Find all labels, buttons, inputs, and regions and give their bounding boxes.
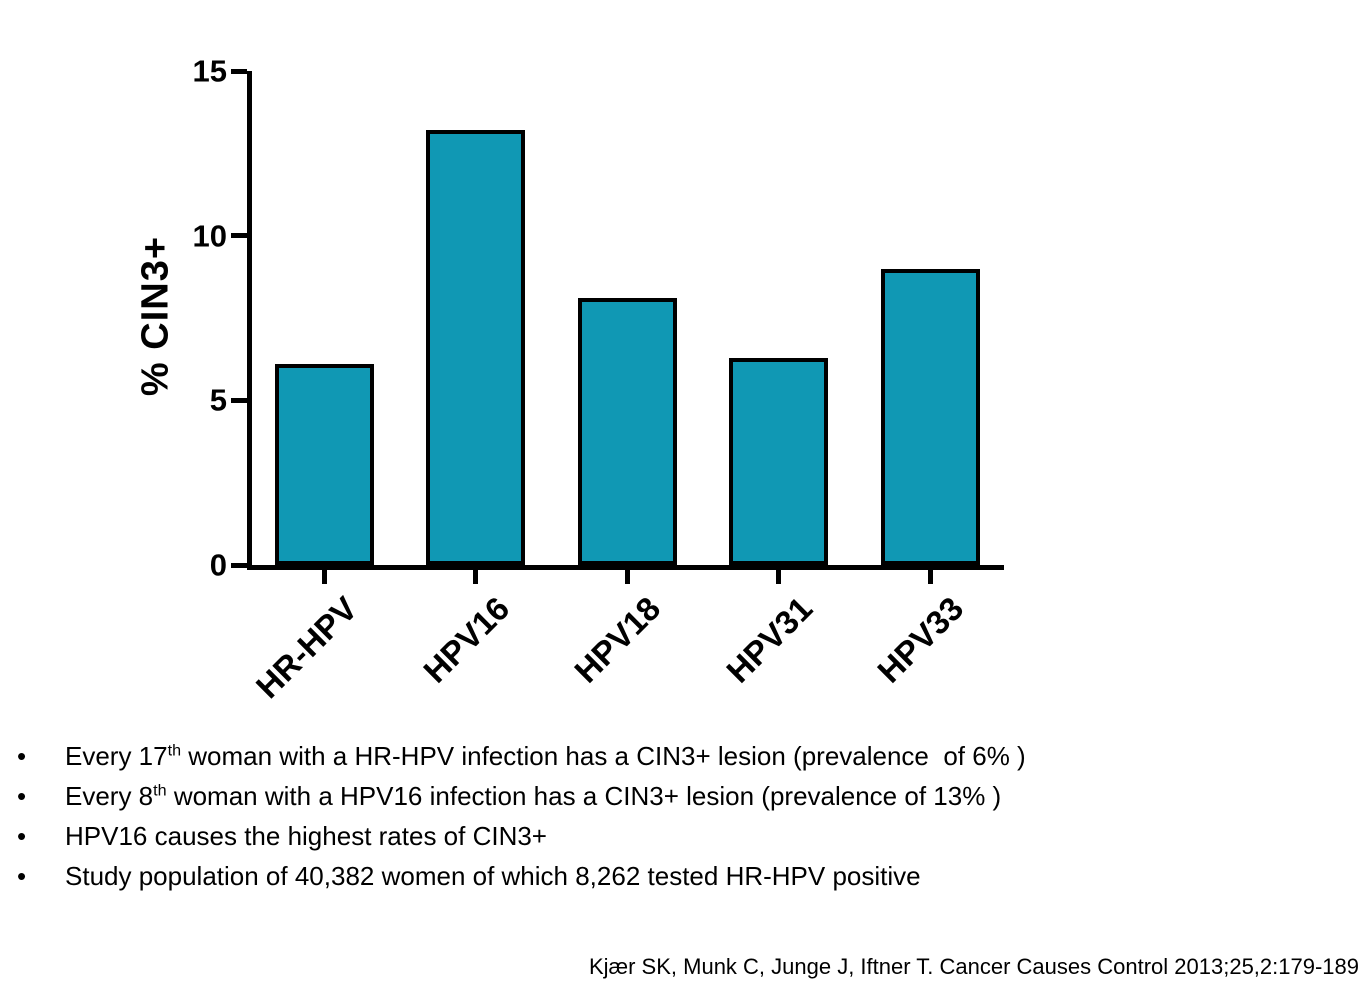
bullet-text-post: woman with a HPV16 infection has a CIN3+… [166,781,1002,811]
bar-HR-HPV [274,364,374,565]
x-axis-tick [624,570,630,584]
y-tick-label: 5 [209,382,227,418]
x-axis-tick [473,570,478,584]
bullet-item: • Every 8th woman with a HPV16 infection… [14,776,1344,816]
bar-HPV16 [426,130,525,565]
bullet-text-pre: Every 17 [65,741,168,771]
y-axis-tick [231,562,247,568]
bullet-text-sup: th [153,781,167,800]
x-axis-tick [927,570,933,584]
bullet-icon: • [17,861,27,891]
y-tick-label: 0 [209,547,227,583]
x-tick-label-HR-HPV: HR-HPV [249,589,365,706]
y-axis-tick [231,233,247,239]
bullet-icon: • [17,741,27,771]
y-axis-title: % CIN3+ [134,235,177,397]
bar-HPV33 [880,268,980,565]
bullet-item: • Study population of 40,382 women of wh… [14,856,1344,896]
bar-chart: % CIN3+ 0 5 10 15 HR-HPV HPV16 HPV18 HPV31 HPV33 [134,56,1004,705]
x-axis-tick [321,570,327,584]
bullet-text: Every 17th woman with a HR-HPV infection… [65,741,1026,771]
bullet-text-pre: HPV16 causes the highest rates of CIN3+ [65,821,547,851]
bullet-text-pre: Every 8 [65,781,154,811]
x-tick-label-HPV31: HPV31 [719,589,820,690]
y-axis-tick [231,397,247,403]
bullet-text-post: woman with a HR-HPV infection has a CIN3… [181,741,1026,771]
bullet-icon: • [17,821,27,851]
bullet-item: • Every 17th woman with a HR-HPV infecti… [14,736,1344,776]
x-tick-label-HPV33: HPV33 [870,589,971,690]
y-tick-label: 10 [192,218,227,254]
bar-HPV18 [577,298,677,565]
bullet-item: • HPV16 causes the highest rates of CIN3… [14,816,1344,856]
x-axis-tick [776,570,781,584]
bullet-text: HPV16 causes the highest rates of CIN3+ [65,821,547,851]
citation: Kjær SK, Munk C, Junge J, Iftner T. Canc… [589,954,1359,979]
y-axis-tick [231,68,247,74]
bullet-text-pre: Study population of 40,382 women of whic… [65,861,921,891]
bullet-text: Study population of 40,382 women of whic… [65,861,921,891]
plot-area: 0 5 10 15 HR-HPV HPV16 HPV18 HPV31 HPV33 [193,56,1004,705]
bullet-list: • Every 17th woman with a HR-HPV infecti… [14,736,1344,896]
bullet-text-sup: th [167,741,182,760]
y-tick-label: 15 [192,53,227,89]
x-tick-label-HPV16: HPV16 [416,589,517,690]
bullet-icon: • [17,781,27,811]
bullet-text: Every 8th woman with a HPV16 infection h… [65,781,1001,811]
x-tick-label-HPV18: HPV18 [567,589,668,690]
bar-HPV31 [729,357,828,565]
